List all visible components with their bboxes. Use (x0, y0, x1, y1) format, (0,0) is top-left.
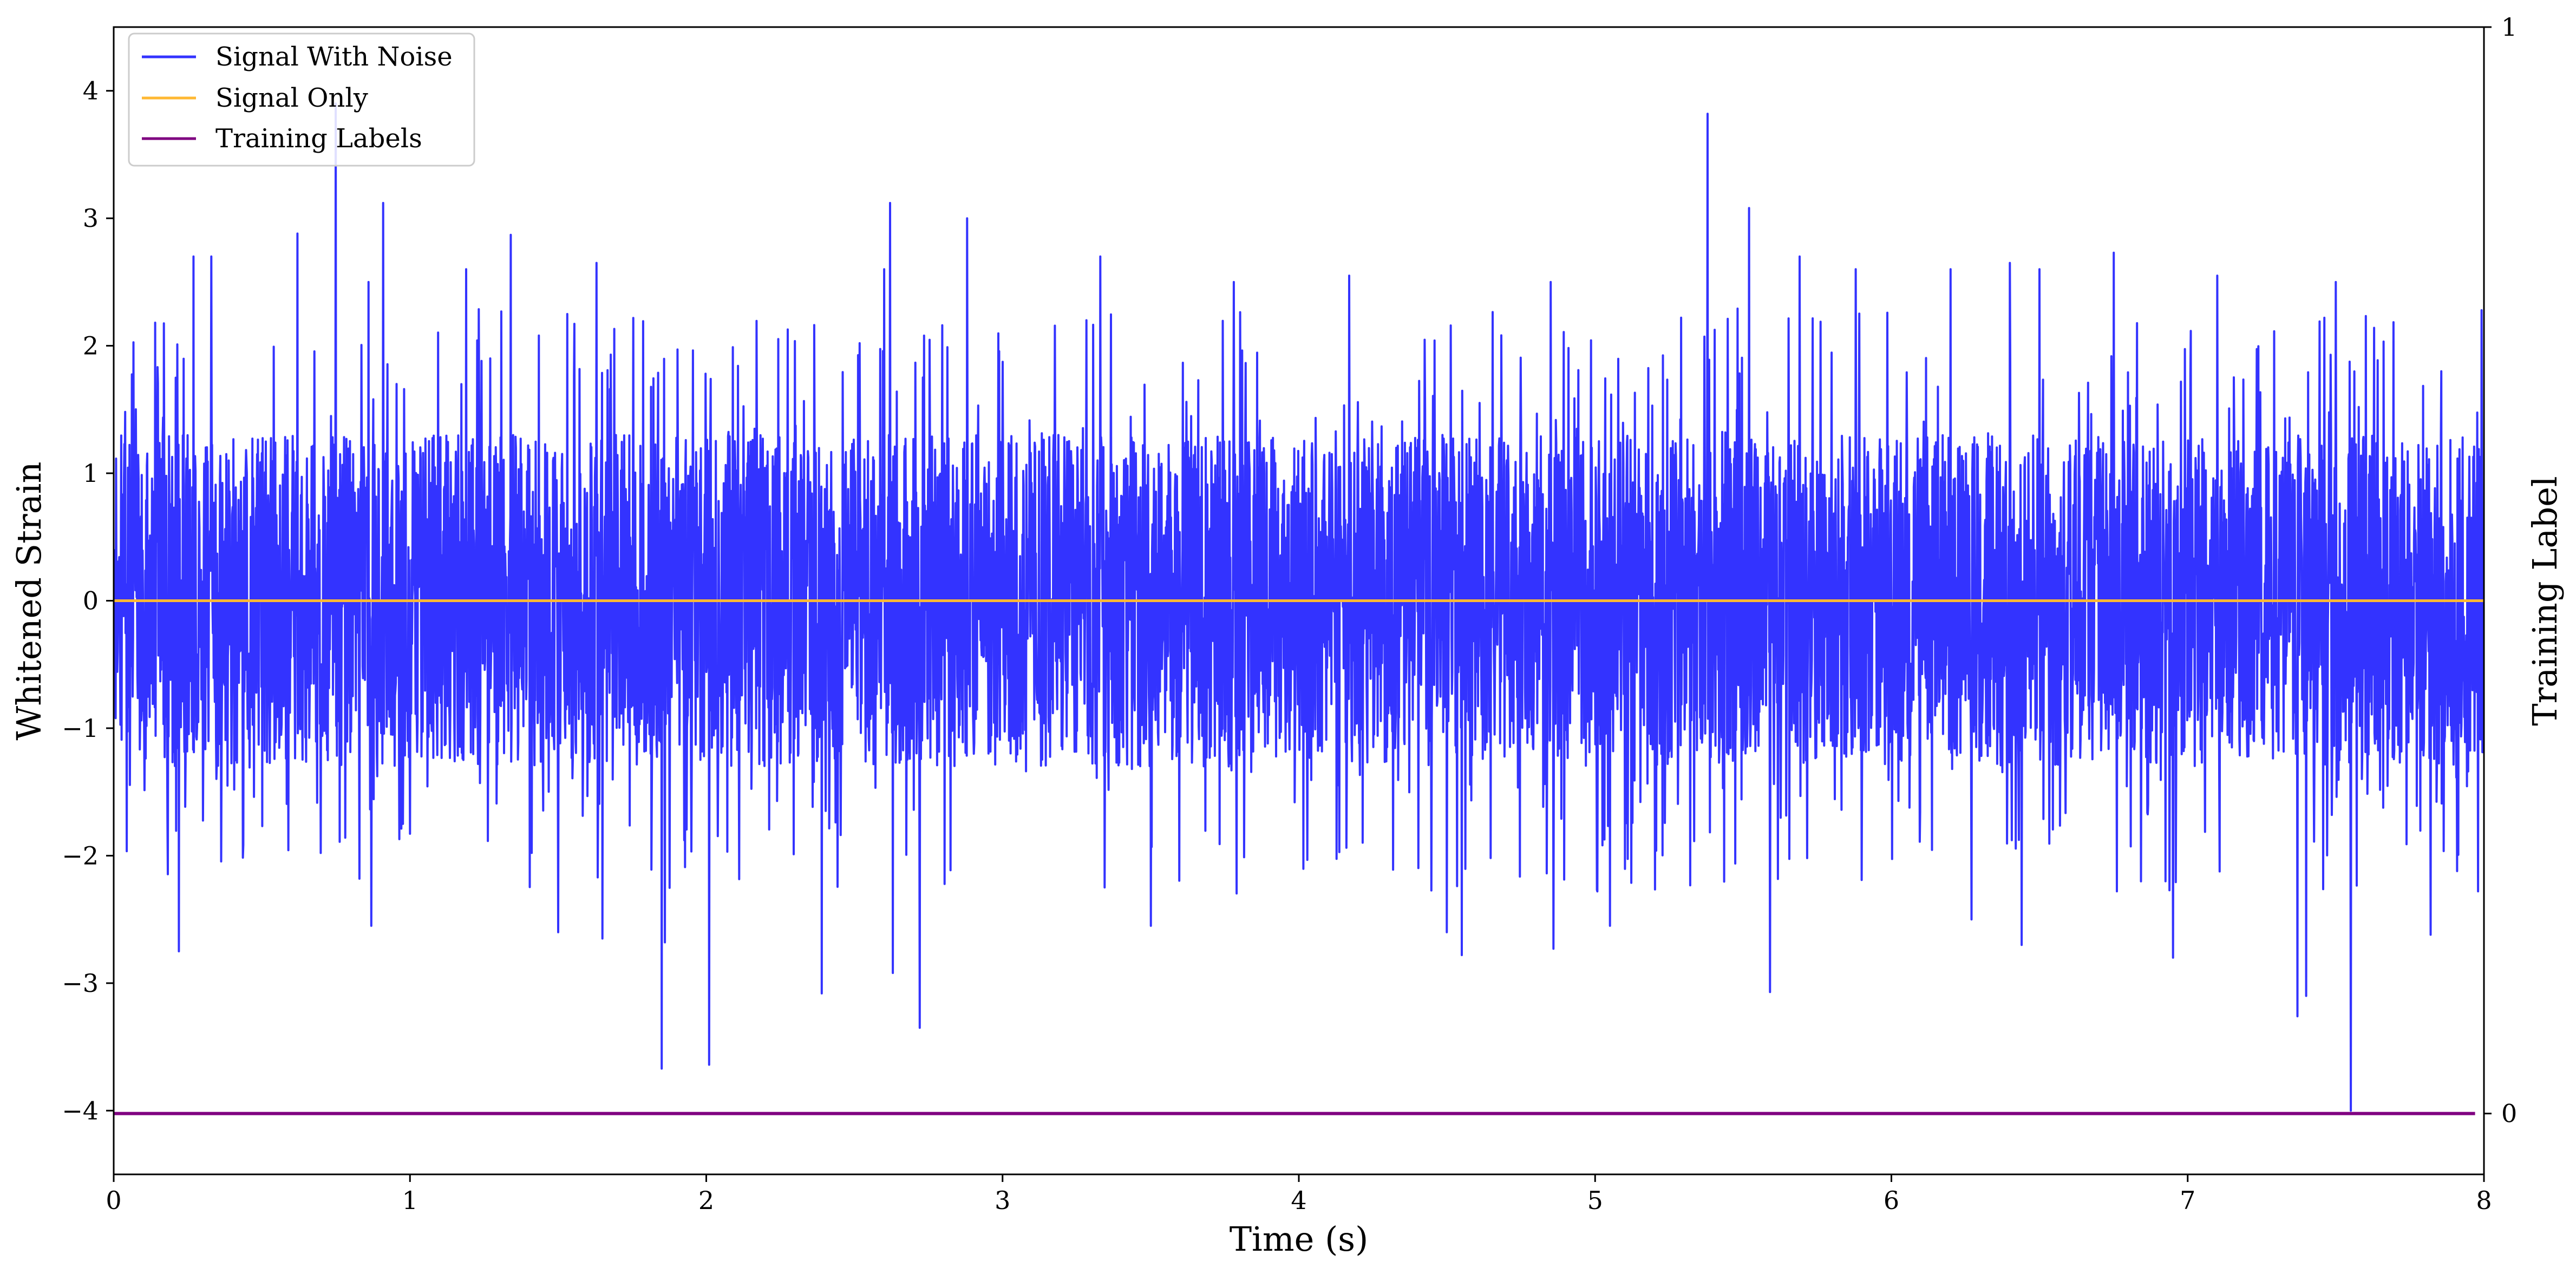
y-tick-label: −4 (62, 1096, 99, 1125)
series-line-signal-with-noise (114, 102, 2484, 1112)
x-tick-label: 5 (1587, 1186, 1603, 1215)
y-tick-label: 0 (83, 586, 99, 616)
y2-tick-label: 1 (2501, 12, 2517, 42)
x-tick-label: 6 (1884, 1186, 1899, 1215)
legend: Signal With Noise Signal Only Training L… (128, 32, 475, 167)
x-tick-label: 3 (995, 1186, 1010, 1215)
x-tick-label: 8 (2476, 1186, 2492, 1215)
axis-ticks: 0 1 2 3 4 5 6 7 8 −4 −3 −2 −1 0 1 2 3 4 0 1 (62, 12, 2517, 1215)
x-tick-label: 2 (698, 1186, 714, 1215)
y-tick-label: −1 (62, 714, 99, 743)
legend-label-training-labels: Training Labels (215, 123, 422, 154)
plot-series-area (114, 102, 2484, 1115)
x-axis-label: Time (s) (1230, 1219, 1369, 1259)
y-tick-label: 3 (83, 204, 99, 233)
y-tick-label: 2 (83, 331, 99, 361)
y2-tick-label: 0 (2501, 1099, 2517, 1128)
x-tick-label: 7 (2180, 1186, 2195, 1215)
y-tick-label: 1 (83, 459, 99, 488)
y2-axis-label: Training Label (2525, 476, 2565, 726)
y-tick-label: 4 (83, 76, 99, 106)
y-axis-label: Whitened Strain (9, 462, 49, 741)
legend-label-signal-with-noise: Signal With Noise (215, 42, 453, 72)
y-tick-label: −2 (62, 841, 99, 870)
y-tick-label: −3 (62, 969, 99, 998)
x-tick-label: 1 (402, 1186, 418, 1215)
legend-label-signal-only: Signal Only (215, 83, 368, 113)
x-tick-label: 4 (1291, 1186, 1306, 1215)
x-tick-label: 0 (106, 1186, 121, 1215)
legend-box (128, 32, 475, 167)
